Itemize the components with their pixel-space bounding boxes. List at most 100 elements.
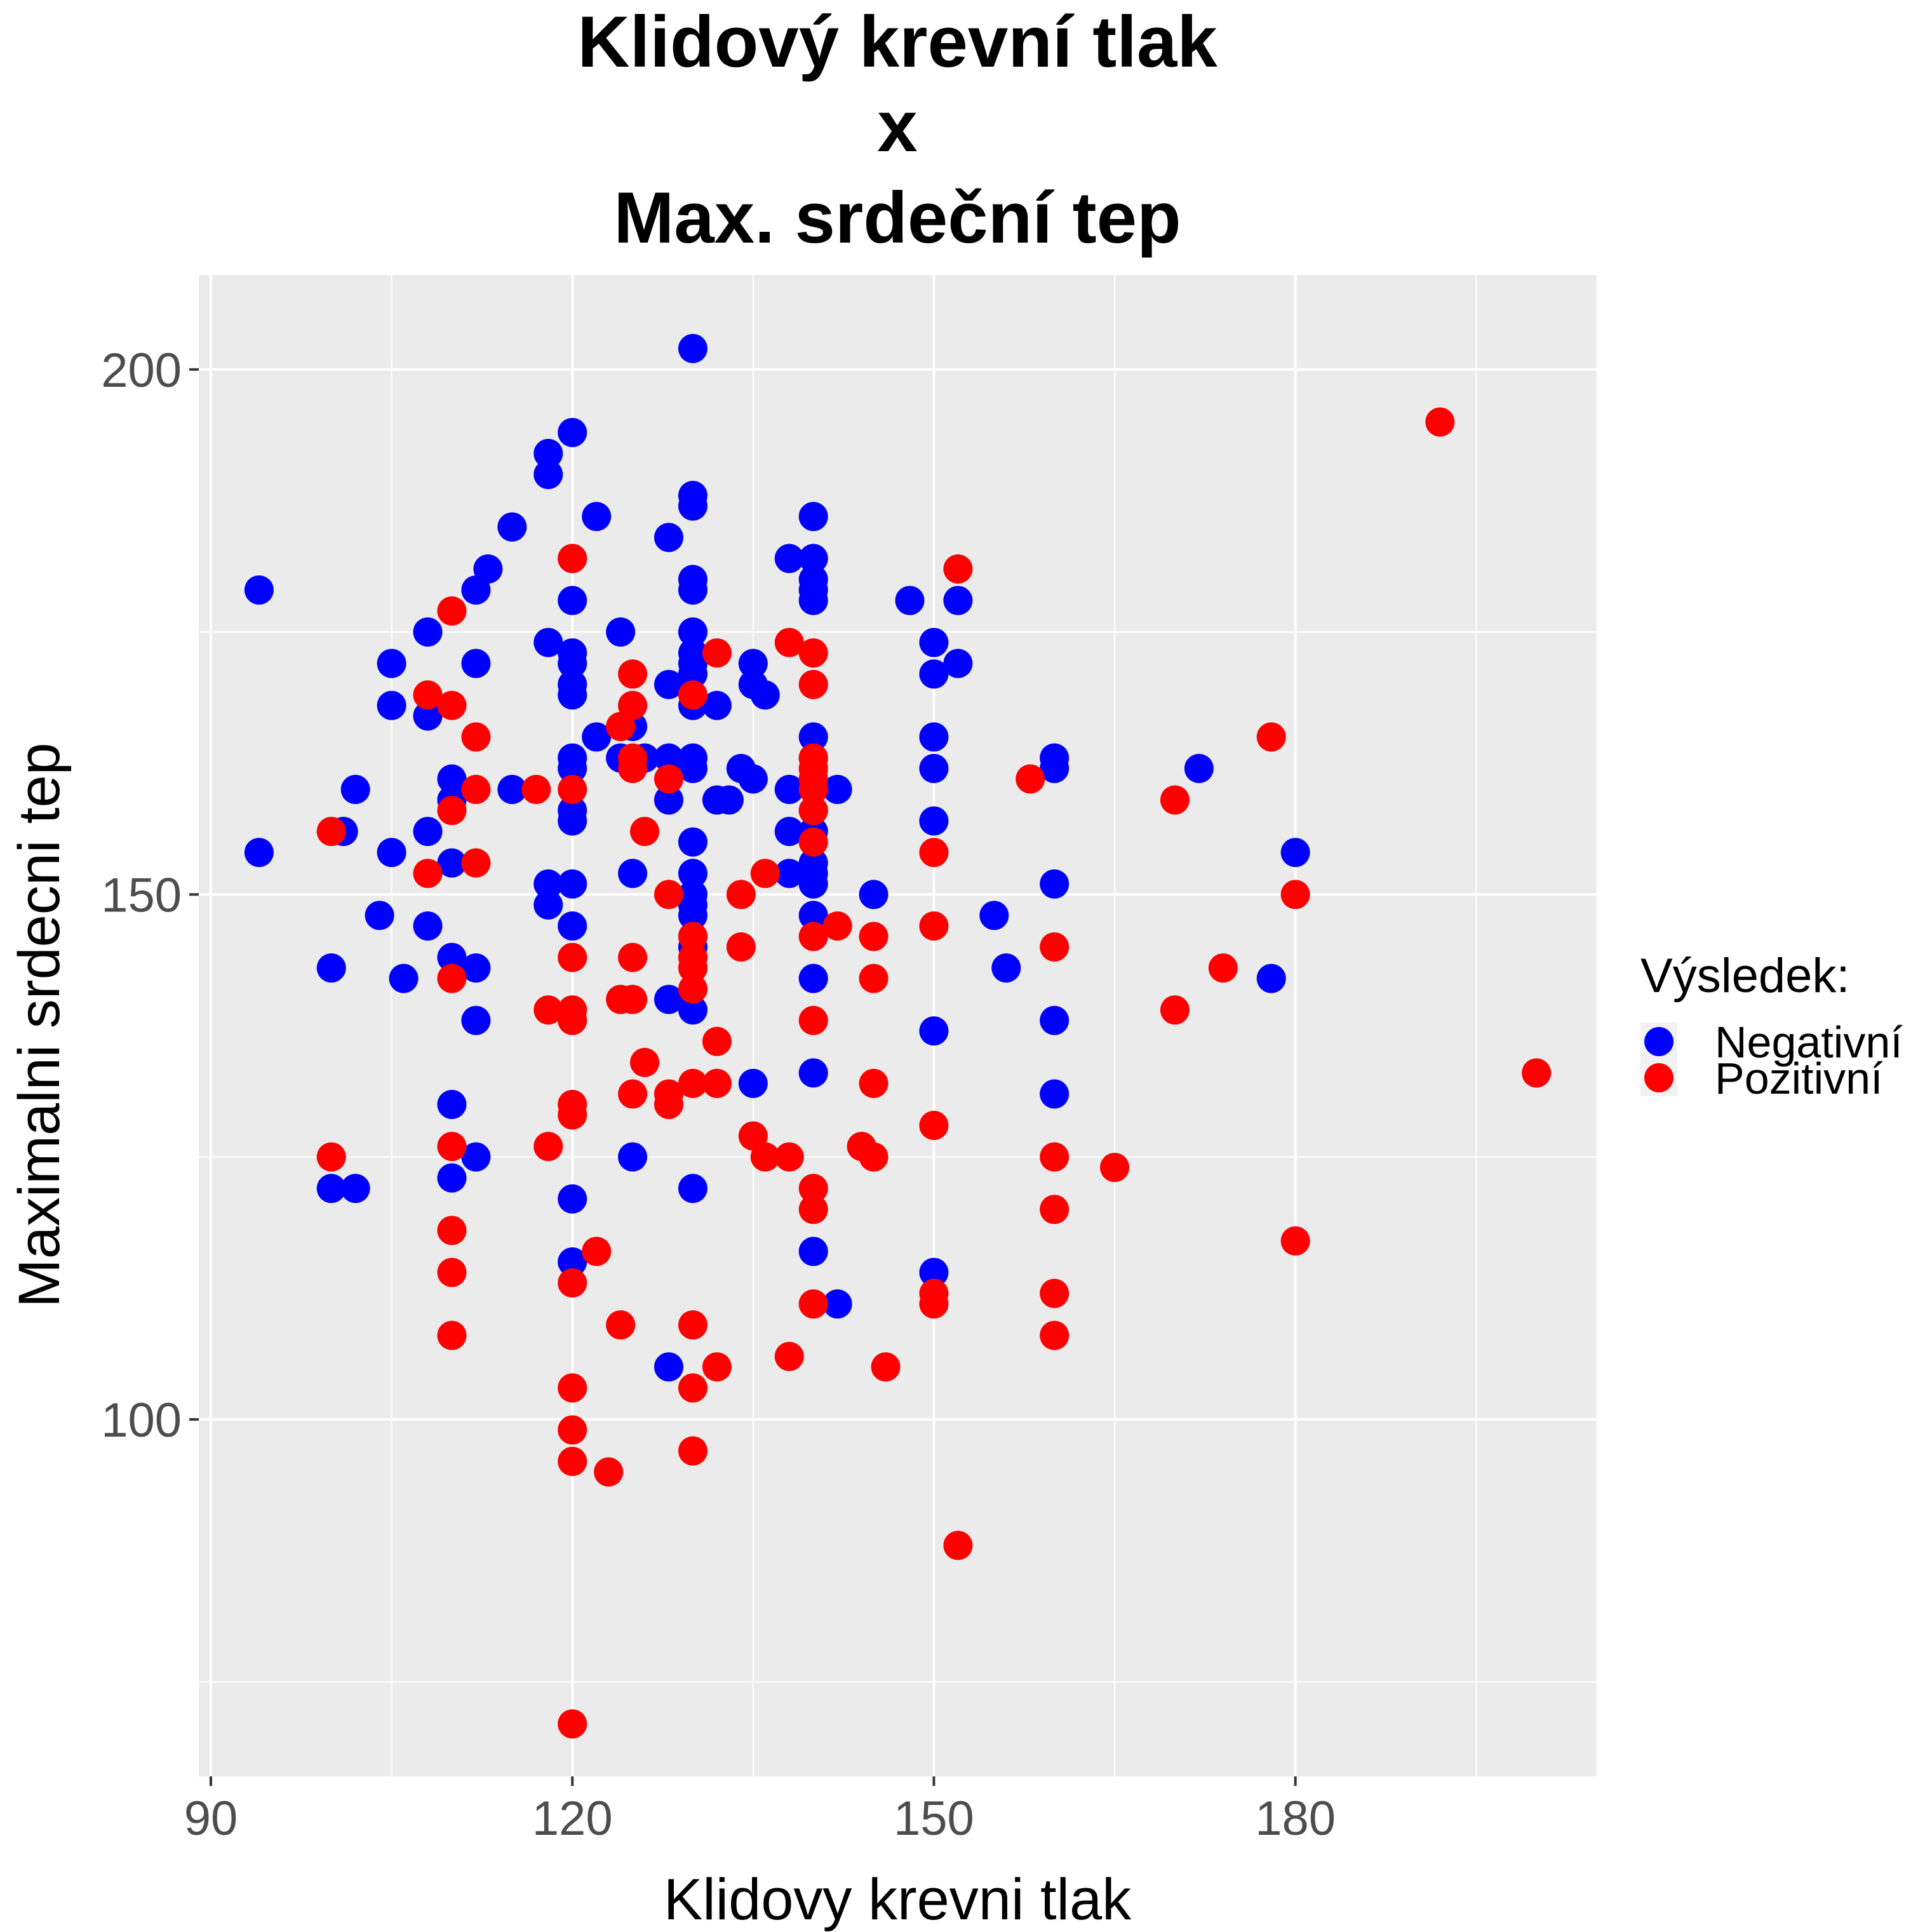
point-negative	[702, 785, 732, 815]
point-positive	[702, 1352, 732, 1382]
point-positive	[798, 1289, 828, 1319]
point-positive	[1522, 1058, 1552, 1088]
point-negative	[654, 984, 683, 1014]
point-positive	[558, 544, 587, 574]
point-negative	[244, 575, 274, 605]
point-positive	[558, 1709, 587, 1739]
chart-title-line-2: x	[877, 86, 917, 167]
point-negative	[738, 1068, 768, 1098]
point-positive	[774, 1341, 804, 1371]
point-positive	[558, 775, 587, 805]
point-negative	[859, 880, 889, 909]
point-negative	[678, 491, 708, 521]
point-negative	[533, 627, 563, 657]
point-negative	[340, 1174, 370, 1204]
point-negative	[497, 512, 527, 542]
point-negative	[654, 669, 683, 699]
point-positive	[726, 932, 756, 962]
point-negative	[678, 659, 708, 689]
point-negative	[582, 502, 612, 532]
point-negative	[774, 817, 804, 847]
point-negative	[738, 764, 768, 794]
point-positive	[750, 859, 780, 889]
axis-ticks: 90 120 150 180 100 150 200	[101, 344, 1336, 1846]
legend-marker-positive	[1644, 1063, 1674, 1092]
point-positive	[798, 827, 828, 857]
point-negative	[365, 901, 394, 930]
point-negative	[497, 775, 527, 805]
point-negative	[437, 943, 467, 972]
point-negative	[461, 1005, 491, 1035]
point-positive	[437, 963, 467, 993]
point-negative	[377, 838, 406, 868]
point-negative	[316, 953, 346, 983]
point-positive	[919, 838, 949, 868]
point-positive	[798, 1195, 828, 1224]
point-negative	[377, 690, 406, 720]
y-axis-title: Maximalni srdecni tep	[7, 742, 72, 1308]
point-negative	[798, 586, 828, 615]
point-positive	[1280, 880, 1310, 909]
point-negative	[1040, 869, 1070, 899]
point-positive	[919, 911, 949, 941]
point-positive	[798, 1005, 828, 1035]
point-negative	[558, 648, 587, 678]
point-negative	[413, 911, 443, 941]
point-negative	[798, 869, 828, 899]
point-negative	[798, 722, 828, 752]
point-negative	[437, 1163, 467, 1193]
point-positive	[437, 1216, 467, 1245]
legend-label-positive: Pozitivní	[1715, 1054, 1883, 1103]
point-positive	[1040, 1320, 1070, 1350]
point-positive	[654, 764, 683, 794]
point-positive	[798, 922, 828, 951]
point-positive	[859, 1068, 889, 1098]
point-negative	[798, 544, 828, 574]
point-negative	[678, 1174, 708, 1204]
point-negative	[582, 722, 612, 752]
point-negative	[1280, 838, 1310, 868]
point-positive	[558, 1268, 587, 1298]
point-positive	[654, 880, 683, 909]
point-negative	[533, 460, 563, 490]
point-positive	[594, 1457, 624, 1487]
point-positive	[798, 796, 828, 826]
point-negative	[774, 859, 804, 889]
point-negative	[618, 859, 648, 889]
point-negative	[389, 963, 419, 993]
point-positive	[558, 943, 587, 972]
point-positive	[871, 1352, 901, 1382]
point-negative	[895, 586, 925, 615]
point-positive	[606, 1310, 636, 1340]
point-positive	[678, 974, 708, 1004]
point-negative	[437, 764, 467, 794]
point-positive	[618, 659, 648, 689]
point-positive	[558, 1447, 587, 1477]
point-negative	[461, 953, 491, 983]
point-negative	[413, 817, 443, 847]
point-negative	[678, 617, 708, 647]
point-positive	[618, 984, 648, 1014]
point-negative	[798, 502, 828, 532]
point-negative	[654, 743, 683, 773]
point-negative	[798, 963, 828, 993]
point-negative	[943, 586, 973, 615]
point-positive	[461, 848, 491, 878]
point-positive	[859, 963, 889, 993]
chart-title-line-3: Max. srdeční tep	[614, 178, 1181, 258]
point-positive	[943, 554, 973, 584]
point-positive	[859, 1142, 889, 1172]
point-positive	[1160, 785, 1190, 815]
point-negative	[1040, 1079, 1070, 1109]
point-negative	[919, 627, 949, 657]
point-negative	[533, 890, 563, 920]
point-negative	[654, 1352, 683, 1382]
point-negative	[678, 333, 708, 363]
point-positive	[437, 596, 467, 626]
point-negative	[678, 859, 708, 889]
point-negative	[1256, 963, 1286, 993]
chart-title-line-1: Klidový krevní tlak	[577, 2, 1218, 83]
point-positive	[798, 669, 828, 699]
point-positive	[822, 911, 852, 941]
point-negative	[533, 869, 563, 899]
